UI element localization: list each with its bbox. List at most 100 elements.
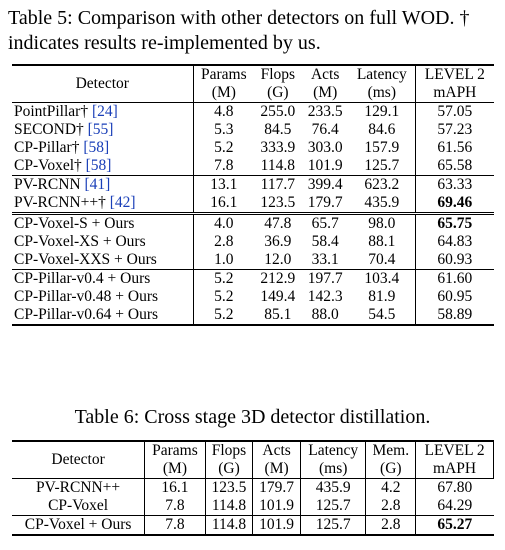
cell-params: 4.0	[193, 212, 255, 233]
header-unit: (G)	[267, 84, 289, 101]
cell-params: 16.1	[210, 194, 238, 211]
cell-acts: 197.7	[301, 269, 349, 288]
detector-name: CP-Voxel + Ours	[12, 515, 146, 536]
cell-params: 7.8	[144, 515, 206, 536]
cell-maph: 63.33	[414, 175, 494, 194]
cell-latency: 125.7	[300, 497, 367, 516]
detector-name: CP-Voxel	[12, 497, 146, 516]
detector-name: CP-Pillar-v0.64 + Ours	[12, 306, 194, 326]
detector-name: PV-RCNN++	[12, 478, 146, 497]
cell-acts: 179.7	[307, 194, 343, 211]
cell-acts: 101.9	[307, 157, 343, 174]
detector-label: CP-Voxel†	[14, 157, 82, 174]
detector-label: CP-Voxel-S + Ours	[14, 215, 135, 232]
cell-params: 16.1	[144, 478, 206, 497]
cell-latency: 84.6	[368, 121, 396, 138]
detector-name: CP-Voxel-XXS + Ours	[12, 251, 194, 270]
cell-latency: 88.1	[368, 233, 396, 250]
cell-flops: 212.9	[254, 269, 302, 288]
header-cell: Mem.	[365, 440, 417, 460]
cell-latency: 125.7	[364, 157, 400, 174]
detector-label: SECOND†	[14, 121, 84, 138]
header-cell: Params	[193, 64, 255, 84]
detector-label: CP-Pillar†	[14, 139, 80, 156]
cell-flops: 117.7	[254, 175, 302, 194]
cell-maph: 57.05	[414, 102, 494, 121]
cell-mem: 4.2	[365, 478, 417, 497]
table-row: CP-Voxel-XS + Ours 2.8 36.9 58.4 88.1 64.83	[12, 233, 494, 251]
header-unit: mAPH	[415, 460, 494, 479]
table-row: CP-Pillar-v0.48 + Ours 5.2 149.4 142.3 81.9 6…	[12, 288, 494, 306]
table-row: CP-Pillar† [58] 5.2 333.9 303.0 157.9 61.56	[12, 139, 494, 157]
citation-link[interactable]: [24]	[91, 103, 118, 120]
cell-params: 7.8	[214, 157, 234, 174]
cell-params: 5.2	[214, 139, 234, 156]
cell-acts: 76.4	[311, 121, 339, 138]
cell-maph: 65.75	[414, 212, 494, 233]
cell-maph: 64.29	[437, 497, 473, 514]
detector-name: CP-Pillar† [58]	[12, 139, 194, 157]
citation-link[interactable]: [41]	[84, 176, 111, 193]
cell-flops: 123.5	[260, 194, 296, 211]
table5-header-row: Detector Params Flops Acts Latency LEVEL 2	[12, 64, 494, 103]
citation-link[interactable]: [58]	[85, 157, 112, 174]
detector-label: PV-RCNN++†	[14, 194, 106, 211]
header-unit: (ms)	[367, 84, 396, 101]
detector-name: CP-Voxel† [58]	[12, 157, 194, 176]
cell-acts: 233.5	[301, 102, 349, 121]
cell-params: 1.0	[214, 251, 234, 268]
header-cell: LEVEL 2	[415, 440, 494, 460]
cell-maph: 65.27	[415, 515, 494, 536]
table-row: CP-Voxel + Ours 7.8 114.8 101.9 125.7 2.8 65.2…	[12, 515, 494, 536]
detector-name: PV-RCNN++† [42]	[12, 194, 194, 214]
cell-maph: 67.80	[415, 478, 494, 497]
table-row: CP-Pillar-v0.64 + Ours 5.2 85.1 88.0 54.5 58.…	[12, 306, 494, 326]
header-cell: Acts	[252, 440, 301, 460]
table-row: CP-Pillar-v0.4 + Ours 5.2 212.9 197.7 103.4 6…	[12, 269, 494, 288]
header-unit: (G)	[205, 460, 254, 479]
cell-maph: 61.56	[414, 139, 494, 157]
header-detector: Detector	[12, 64, 194, 103]
cell-acts: 303.0	[307, 139, 343, 156]
cell-acts: 101.9	[252, 515, 301, 536]
table6-header-row: Detector Params Flops Acts Latency Mem. LEVEL …	[12, 440, 494, 479]
cell-params: 7.8	[144, 497, 206, 516]
table-row: CP-Voxel† [58] 7.8 114.8 101.9 125.7 65.58	[12, 157, 494, 176]
detector-label: CP-Pillar-v0.64 + Ours	[14, 306, 159, 323]
citation-link[interactable]: [42]	[109, 194, 136, 211]
cell-maph: 64.83	[414, 233, 494, 251]
detector-label: CP-Pillar-v0.48 + Ours	[14, 288, 159, 305]
header-cell: Params	[144, 440, 206, 460]
detector-name: PointPillar† [24]	[12, 102, 194, 121]
cell-params: 5.3	[214, 121, 234, 138]
header-cell: Flops	[205, 440, 254, 460]
cell-acts: 101.9	[252, 497, 301, 516]
cell-flops: 114.8	[205, 497, 254, 516]
cell-latency: 125.7	[300, 515, 367, 536]
cell-latency: 623.2	[348, 175, 416, 194]
table-row: PV-RCNN++† [42] 16.1 123.5 179.7 435.9 69.46	[12, 194, 494, 214]
table5-caption: Table 5: Comparison with other detectors…	[8, 7, 470, 54]
cell-maph: 61.60	[414, 269, 494, 288]
header-cell: Flops	[254, 64, 302, 84]
table6-header-row: (M) (G) (M) (ms) (G) mAPH	[12, 460, 494, 479]
cell-acts: 179.7	[252, 478, 301, 497]
cell-latency: 81.9	[368, 288, 396, 305]
cell-params: 5.2	[193, 306, 255, 326]
table-row: CP-Voxel-XXS + Ours 1.0 12.0 33.1 70.4 60.93	[12, 251, 494, 270]
table-row: SECOND† [55] 5.3 84.5 76.4 84.6 57.23	[12, 121, 494, 139]
cell-flops: 149.4	[260, 288, 296, 305]
detector-label: CP-Voxel-XXS + Ours	[14, 251, 157, 268]
cell-latency: 435.9	[364, 194, 400, 211]
cell-maph: 65.58	[414, 157, 494, 176]
cell-flops: 84.5	[264, 121, 292, 138]
detector-name: CP-Voxel-XS + Ours	[12, 233, 194, 251]
cell-latency: 70.4	[368, 251, 396, 268]
citation-link[interactable]: [55]	[87, 121, 114, 138]
table-row: CP-Voxel-S + Ours 4.0 47.8 65.7 98.0 65.75	[12, 212, 494, 233]
cell-flops: 255.0	[254, 102, 302, 121]
table-row: PointPillar† [24] 4.8 255.0 233.5 129.1 57.05	[12, 102, 494, 121]
header-unit: (M)	[313, 84, 338, 101]
citation-link[interactable]: [58]	[83, 139, 110, 156]
header-cell: Latency	[348, 64, 416, 84]
